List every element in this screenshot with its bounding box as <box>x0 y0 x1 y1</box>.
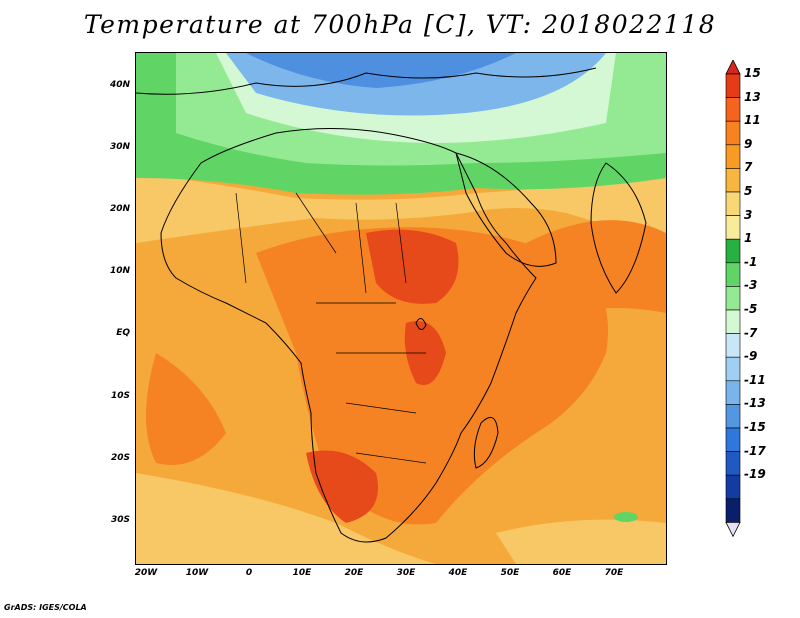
lat-label-20n: 20N <box>109 204 130 214</box>
lat-label-10n: 10N <box>109 266 130 276</box>
lat-label-eq: EQ <box>116 328 130 338</box>
arabia-coastline <box>455 152 557 267</box>
colorbar-svg <box>725 59 741 538</box>
hottest-kalahari-region <box>306 450 378 523</box>
madagascar-coastline <box>473 416 499 469</box>
colorbar-label: -19 <box>744 467 766 482</box>
colorbar-label: -17 <box>744 443 766 458</box>
colorbar-label: -1 <box>744 254 758 269</box>
colorbar-swatch <box>725 191 741 216</box>
colorbar-swatch <box>725 427 741 452</box>
colorbar-swatch <box>725 238 741 264</box>
country-borders <box>235 192 427 464</box>
colorbar-label: -9 <box>744 349 758 364</box>
colorbar-swatch <box>725 144 741 169</box>
lon-label-20e: 20E <box>344 568 364 578</box>
india-coastline <box>590 162 647 294</box>
colorbar-swatch <box>725 215 741 240</box>
colorbar-swatch <box>725 451 741 476</box>
lon-label-40e: 40E <box>448 568 468 578</box>
colorbar-label: -13 <box>744 396 766 411</box>
lat-label-20s: 20S <box>110 453 130 463</box>
temperature-map <box>135 52 667 565</box>
colorbar-bottom-arrow <box>725 521 741 538</box>
lon-label-10w: 10W <box>185 568 209 578</box>
green-patch-southeast <box>614 512 638 522</box>
lon-label-70e: 70E <box>604 568 624 578</box>
lon-label-20w: 20W <box>134 568 158 578</box>
colorbar-swatch <box>725 286 741 311</box>
colorbar-swatch <box>725 309 741 334</box>
colorbar-swatch <box>725 380 741 405</box>
colorbar-label: 15 <box>744 66 761 80</box>
lat-label-30n: 30N <box>109 142 130 152</box>
lon-label-50e: 50E <box>500 568 520 578</box>
colorbar-label: -3 <box>744 278 758 293</box>
colorbar-label: 3 <box>744 207 753 222</box>
colder-blue-north <box>246 53 516 88</box>
colorbar-label: 5 <box>744 184 753 198</box>
colorbar-swatch <box>725 97 741 122</box>
lon-label-60e: 60E <box>552 568 572 578</box>
lon-label-30e: 30E <box>396 568 416 578</box>
colorbar-label: 9 <box>744 136 753 151</box>
colorbar-label: -7 <box>744 325 758 340</box>
colorbar-swatch <box>725 404 741 429</box>
colorbar-label: 1 <box>744 231 753 246</box>
colorbar-label: -5 <box>744 302 758 316</box>
map-canvas <box>136 53 666 564</box>
colorbar-label: 13 <box>744 89 761 104</box>
page-title: Temperature at 700hPa [C], VT: 201802211… <box>83 10 717 39</box>
colorbar-label: -11 <box>744 372 766 387</box>
lake-victoria <box>415 318 427 330</box>
colorbar-top-arrow <box>725 59 741 75</box>
colorbar-swatch <box>725 73 741 98</box>
hottest-sahel-region <box>366 229 459 304</box>
lon-label-0: 0 <box>245 568 253 578</box>
colorbar-swatch <box>725 356 741 382</box>
mild-north-band <box>136 173 666 243</box>
colorbar-label: -15 <box>744 420 766 434</box>
colorbar-swatch <box>725 262 741 287</box>
colorbar-swatch <box>725 120 741 146</box>
lat-label-10s: 10S <box>110 391 130 401</box>
mild-south-east-region <box>496 519 666 564</box>
lon-label-10e: 10E <box>292 568 312 578</box>
colorbar-label: 7 <box>744 160 753 175</box>
colorbar-swatch <box>725 168 741 193</box>
colorbar-swatch <box>725 333 741 358</box>
credit-text: GrADS: IGES/COLA <box>4 603 87 612</box>
colorbar <box>724 59 742 564</box>
hot-atlantic-region <box>146 353 226 465</box>
lat-label-40n: 40N <box>109 80 130 90</box>
colorbar-label: 11 <box>744 113 761 128</box>
colorbar-swatch <box>725 474 741 500</box>
colorbar-swatch <box>725 498 741 523</box>
lat-label-30s: 30S <box>110 515 130 525</box>
hot-arabian-sea-region <box>526 220 666 313</box>
europe-coastline <box>136 67 597 95</box>
